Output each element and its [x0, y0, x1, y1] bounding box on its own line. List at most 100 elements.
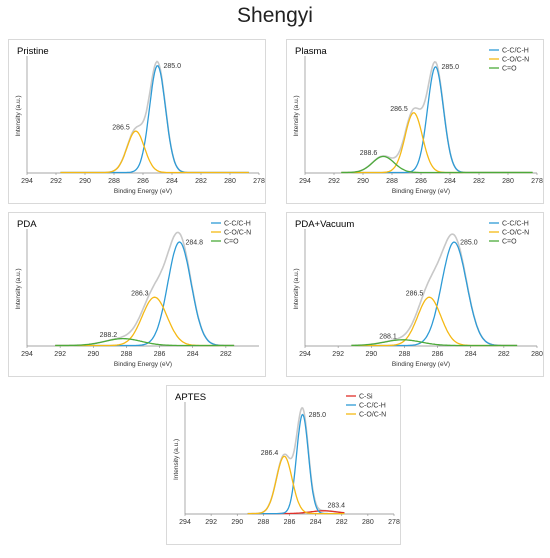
x-tick-label: 282	[195, 178, 207, 185]
legend-label-c-o: C=O	[502, 239, 517, 246]
envelope-curve	[55, 231, 235, 347]
x-tick-label: 294	[299, 351, 311, 358]
x-tick-label: 286	[137, 178, 149, 185]
x-axis-label: Binding Energy (eV)	[114, 361, 172, 368]
peak-label-c-o: 288.2	[100, 332, 118, 339]
y-axis-label: Intensity (a.u.)	[293, 95, 300, 136]
x-tick-label: 288	[386, 178, 398, 185]
x-tick-label: 278	[531, 178, 543, 185]
peak-label-c-o-c-n: 286.5	[406, 291, 424, 298]
legend-label-c-c-c-h: C-C/C-H	[359, 403, 386, 410]
series-curve-c-o-c-n	[341, 112, 533, 174]
x-tick-label: 292	[50, 178, 62, 185]
series-curve-c-o	[55, 337, 235, 347]
x-tick-label: 290	[87, 351, 99, 358]
x-axis-label: Binding Energy (eV)	[392, 361, 450, 368]
x-tick-label: 290	[357, 178, 369, 185]
legend-label-c-c-c-h: C-C/C-H	[502, 48, 529, 55]
x-tick-label: 284	[465, 351, 477, 358]
y-axis-label: Intensity (a.u.)	[15, 268, 22, 309]
x-tick-label: 282	[220, 351, 232, 358]
x-tick-label: 294	[299, 178, 311, 185]
peak-label-c-o: 288.1	[379, 333, 397, 340]
legend-label-c-o-c-n: C-O/C-N	[502, 57, 529, 64]
x-tick-label: 280	[362, 519, 374, 526]
x-axis-label: Binding Energy (eV)	[114, 188, 172, 195]
chart-panel-pda-vacuum: PDA+Vacuum Intensity (a.u.) 294 292 290 288 28…	[286, 212, 544, 377]
peak-label-c-si: 283.4	[327, 502, 345, 509]
x-tick-label: 294	[21, 351, 33, 358]
x-tick-label: 292	[328, 178, 340, 185]
y-axis-label: Intensity (a.u.)	[173, 439, 180, 480]
peak-label-c-c-c-h: 285.0	[164, 63, 182, 70]
x-tick-label: 280	[502, 178, 514, 185]
series-curve-c-c-c-h	[351, 241, 518, 347]
peak-label-c-c-c-h: 285.0	[442, 64, 460, 71]
panel-title-pristine: Pristine	[17, 46, 49, 57]
series-curve-c-o-c-n	[351, 296, 518, 347]
legend-label-c-c-c-h: C-C/C-H	[502, 221, 529, 228]
legend-label-c-o: C=O	[502, 66, 517, 73]
x-tick-label: 284	[444, 178, 456, 185]
legend-label-c-c-c-h: C-C/C-H	[224, 221, 251, 228]
x-tick-label: 292	[332, 351, 344, 358]
chart-panel-pristine: Pristine Intensity (a.u.) 294 292 290 288 286 2…	[8, 39, 266, 204]
legend-label-c-o: C=O	[224, 239, 239, 246]
x-tick-label: 280	[224, 178, 236, 185]
peak-label-c-c-c-h: 284.8	[185, 240, 203, 247]
chart-svg-aptes: APTES Intensity (a.u.) 294 292 290 288 286 284 2…	[173, 392, 400, 526]
chart-svg-pda-vacuum: PDA+Vacuum Intensity (a.u.) 294 292 290 288 28…	[293, 219, 543, 368]
x-axis-label: Binding Energy (eV)	[392, 188, 450, 195]
panel-title-pda: PDA	[17, 219, 37, 230]
x-tick-label: 294	[21, 178, 33, 185]
x-tick-label: 282	[473, 178, 485, 185]
x-tick-label: 290	[79, 178, 91, 185]
chart-svg-plasma: Plasma Intensity (a.u.) 294 292 290 288 286 284…	[293, 46, 543, 195]
y-axis-label: Intensity (a.u.)	[293, 268, 300, 309]
chart-panel-aptes: APTES Intensity (a.u.) 294 292 290 288 286 284 2…	[166, 385, 401, 545]
legend-label-c-o-c-n: C-O/C-N	[224, 230, 251, 237]
legend-label-c-si: C-Si	[359, 394, 373, 401]
x-tick-label: 288	[121, 351, 133, 358]
legend-label-c-o-c-n: C-O/C-N	[359, 412, 386, 419]
chart-svg-pda: PDA Intensity (a.u.) 294 292 290 288 286 284 282…	[15, 219, 259, 368]
x-tick-label: 284	[166, 178, 178, 185]
x-tick-label: 282	[336, 519, 348, 526]
x-tick-label: 292	[54, 351, 66, 358]
peak-label-c-o-c-n: 286.4	[261, 450, 279, 457]
envelope-curve	[60, 60, 249, 174]
series-curve-c-o-c-n	[247, 455, 345, 515]
x-tick-label: 286	[432, 351, 444, 358]
x-tick-label: 288	[108, 178, 120, 185]
legend-label-c-o-c-n: C-O/C-N	[502, 230, 529, 237]
series-curve-c-c-c-h	[60, 65, 249, 174]
x-tick-label: 280	[531, 351, 543, 358]
x-tick-label: 286	[415, 178, 427, 185]
x-tick-label: 292	[205, 519, 217, 526]
panel-title-pda-vacuum: PDA+Vacuum	[295, 219, 354, 230]
x-tick-label: 290	[365, 351, 377, 358]
envelope-curve	[351, 233, 518, 347]
peak-label-c-o-c-n: 286.5	[112, 125, 130, 132]
x-tick-label: 286	[284, 519, 296, 526]
peak-label-c-c-c-h: 285.0	[309, 412, 327, 419]
figure-title: Shengyi	[237, 4, 313, 27]
y-axis-label: Intensity (a.u.)	[15, 95, 22, 136]
chart-panel-plasma: Plasma Intensity (a.u.) 294 292 290 288 286 284…	[286, 39, 544, 204]
series-curve-c-c-c-h	[247, 413, 345, 515]
series-curve-c-o	[351, 339, 518, 347]
chart-panel-pda: PDA Intensity (a.u.) 294 292 290 288 286 284 282…	[8, 212, 266, 377]
x-tick-label: 278	[253, 178, 265, 185]
x-tick-label: 290	[231, 519, 243, 526]
x-tick-label: 284	[187, 351, 199, 358]
x-tick-label: 282	[498, 351, 510, 358]
x-tick-label: 278	[388, 519, 400, 526]
x-tick-label: 288	[399, 351, 411, 358]
series-curve-c-o-c-n	[60, 130, 249, 174]
x-tick-label: 284	[310, 519, 322, 526]
peak-label-c-o-c-n: 286.5	[390, 106, 408, 113]
chart-svg-pristine: Pristine Intensity (a.u.) 294 292 290 288 286 2…	[15, 46, 265, 195]
peak-label-c-o-c-n: 286.3	[131, 291, 149, 298]
series-curve-c-o	[341, 155, 533, 174]
x-tick-label: 294	[179, 519, 191, 526]
